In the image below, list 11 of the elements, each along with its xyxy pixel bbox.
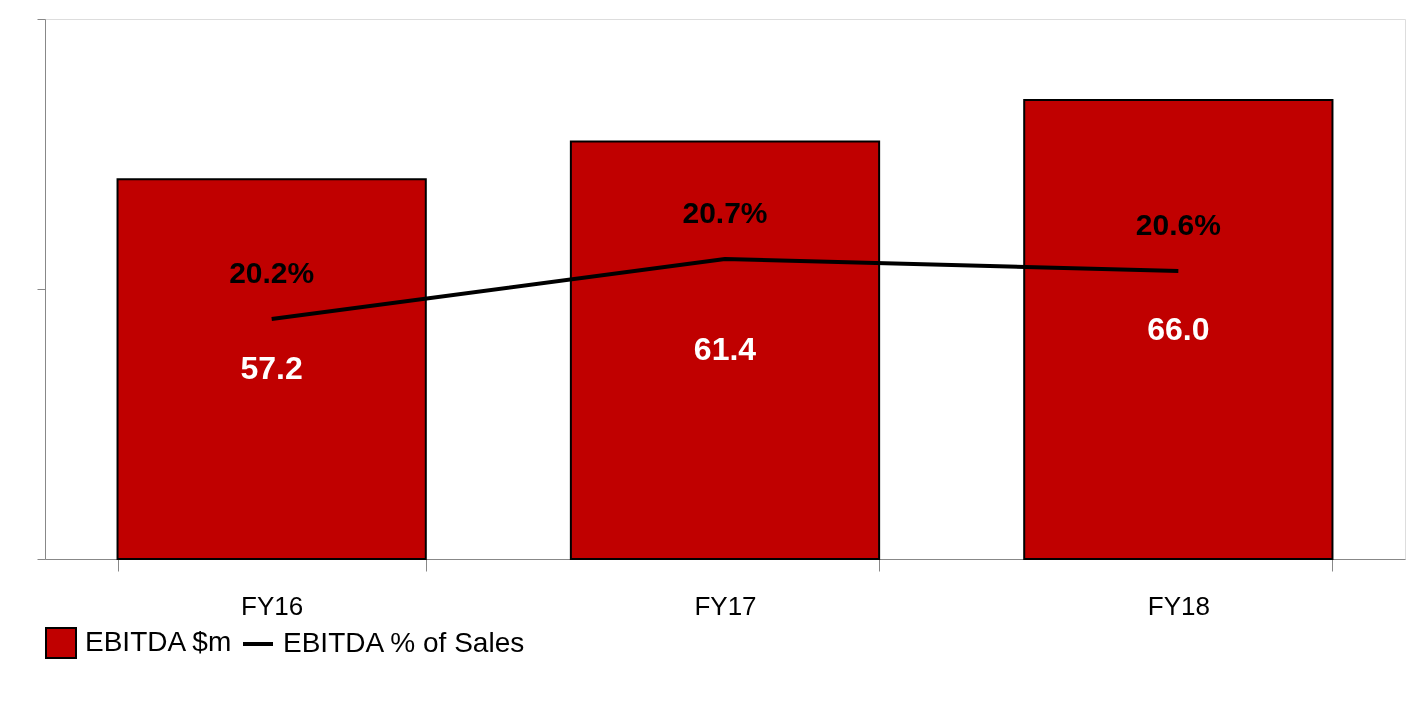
data-label: 20.2% xyxy=(229,256,315,289)
data-label: 57.2 xyxy=(240,350,303,387)
x-tick-label: FY16 xyxy=(241,590,304,621)
data-label: 20.6% xyxy=(1135,208,1221,241)
data-label: 20.7% xyxy=(682,196,768,229)
data-label: 66.0 xyxy=(1147,310,1210,347)
data-label: 61.4 xyxy=(693,331,757,368)
legend-label: EBITDA $m xyxy=(85,626,232,657)
x-tick-label: FY17 xyxy=(694,590,757,621)
x-tick-label: FY18 xyxy=(1147,590,1210,621)
legend-label: EBITDA % of Sales xyxy=(283,627,525,658)
